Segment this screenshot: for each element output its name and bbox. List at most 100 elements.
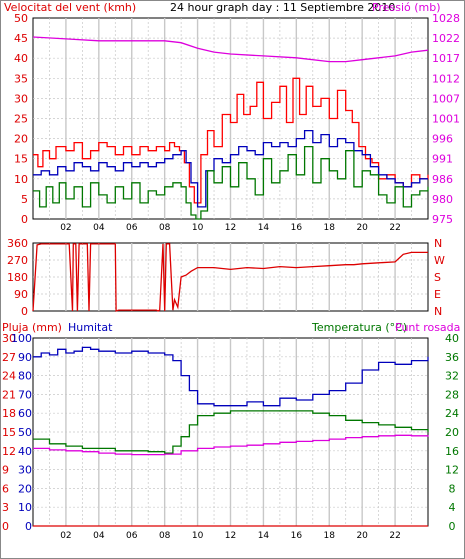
rain-tick-label: 21 [2,388,16,401]
compass-label: S [434,271,441,284]
wind-x-ticks: 02 04 06 08 10 12 14 16 18 20 22 [60,223,401,233]
rain-tick-label: 18 [2,407,16,420]
temperature-line [33,410,429,454]
humidity-tick-label: 10 [18,501,32,514]
dewpoint-axis-title: Punt rosada [395,321,460,334]
direction-tick-label: 270 [7,254,28,267]
x-tick-label: 20 [356,223,368,233]
x-tick-label: 10 [192,531,204,541]
rain-tick-label: 3 [2,501,9,514]
direction-tick-label: 0 [21,305,28,318]
pressure-tick-label: 986 [432,173,453,186]
wind-low-line [33,145,429,220]
x-tick-label: 16 [291,531,303,541]
wind-tick-label: 0 [21,213,28,226]
wind-axis-title: Velocitat del vent (kmh) [4,1,136,14]
direction-tick-label: 90 [14,288,28,301]
pressure-axis-title: Pressió (mb) [372,1,441,14]
temperature-tick-label: 16 [445,445,459,458]
compass-label: N [434,237,442,250]
temperature-tick-label: 0 [449,520,456,533]
pressure-line [32,36,429,63]
pressure-y-ticks: 975 980 986 991 996 1001 1007 1012 1017 1022 1028 [432,12,460,226]
humidity-tick-label: 40 [18,445,32,458]
x-tick-label: 22 [389,531,400,541]
wind-tick-label: 40 [14,52,28,65]
x-tick-label: 16 [291,223,303,233]
x-tick-label: 12 [225,223,236,233]
x-tick-label: 04 [93,531,105,541]
temperature-tick-label: 36 [445,351,459,364]
wind-tick-label: 50 [14,12,28,25]
x-tick-label: 08 [159,223,171,233]
compass-label: N [434,305,442,318]
rain-tick-label: 15 [2,426,16,439]
pressure-tick-label: 1028 [432,12,460,25]
wind-tick-label: 45 [14,32,28,45]
x-tick-label: 02 [60,531,71,541]
x-tick-label: 06 [126,531,138,541]
x-tick-label: 06 [126,223,138,233]
humidity-tick-label: 20 [18,482,32,495]
humidity-x-ticks: 02 04 06 08 10 12 14 16 18 20 22 [60,531,401,541]
temperature-tick-label: 24 [445,407,459,420]
humidity-tick-label: 0 [25,520,32,533]
direction-series [32,243,428,312]
humidity-axis-title: Humitat [68,321,113,334]
rain-tick-label: 24 [2,370,16,383]
chart-title: 24 hour graph day : 11 Septiembre 2010 [170,1,395,14]
x-tick-label: 18 [324,223,336,233]
x-tick-label: 18 [324,531,336,541]
x-tick-label: 10 [192,223,204,233]
pressure-tick-label: 1022 [432,32,460,45]
temperature-y-ticks: 0 4 8 12 16 20 24 28 32 36 40 [445,332,459,533]
humidity-tick-label: 50 [18,426,32,439]
dewpoint-line [33,434,429,456]
humidity-tick-label: 100 [11,332,32,345]
pressure-tick-label: 1017 [432,52,460,65]
x-tick-label: 20 [356,531,368,541]
wind-gust-line [33,77,429,204]
x-tick-label: 14 [258,531,270,541]
humidity-tick-label: 30 [18,464,32,477]
direction-tick-label: 360 [7,237,28,250]
temperature-tick-label: 28 [445,388,459,401]
wind-average-line [33,129,428,208]
wind-tick-label: 20 [14,133,28,146]
wind-y-ticks: 0 5 10 15 20 25 30 35 40 45 50 [14,12,28,226]
humidity-line [33,346,429,407]
pressure-tick-label: 1007 [432,92,460,105]
pressure-tick-label: 996 [432,133,453,146]
rain-tick-label: 9 [2,464,9,477]
temperature-tick-label: 8 [449,482,456,495]
pressure-tick-label: 1001 [432,113,460,126]
x-tick-label: 02 [60,223,71,233]
wind-tick-label: 25 [14,113,28,126]
x-tick-label: 04 [93,223,105,233]
rain-tick-label: 27 [2,351,16,364]
wind-series [32,36,429,220]
direction-tick-label: 180 [7,271,28,284]
rain-tick-label: 6 [2,482,9,495]
humidity-tick-label: 60 [18,407,32,420]
humidity-tick-label: 80 [18,370,32,383]
temperature-tick-label: 32 [445,370,459,383]
temperature-axis-title: Temperatura (°C) [311,321,407,334]
rain-axis-title: Pluja (mm) [2,321,62,334]
x-tick-label: 08 [159,531,171,541]
temperature-tick-label: 4 [449,501,456,514]
pressure-tick-label: 991 [432,153,453,166]
rain-tick-label: 12 [2,445,16,458]
wind-tick-label: 35 [14,72,28,85]
humidity-series [33,346,429,527]
humidity-grid [33,338,428,526]
pressure-tick-label: 980 [432,193,453,206]
x-tick-label: 22 [389,223,400,233]
rain-tick-label: 0 [2,520,9,533]
wind-direction-line [32,243,428,312]
wind-tick-label: 5 [21,193,28,206]
